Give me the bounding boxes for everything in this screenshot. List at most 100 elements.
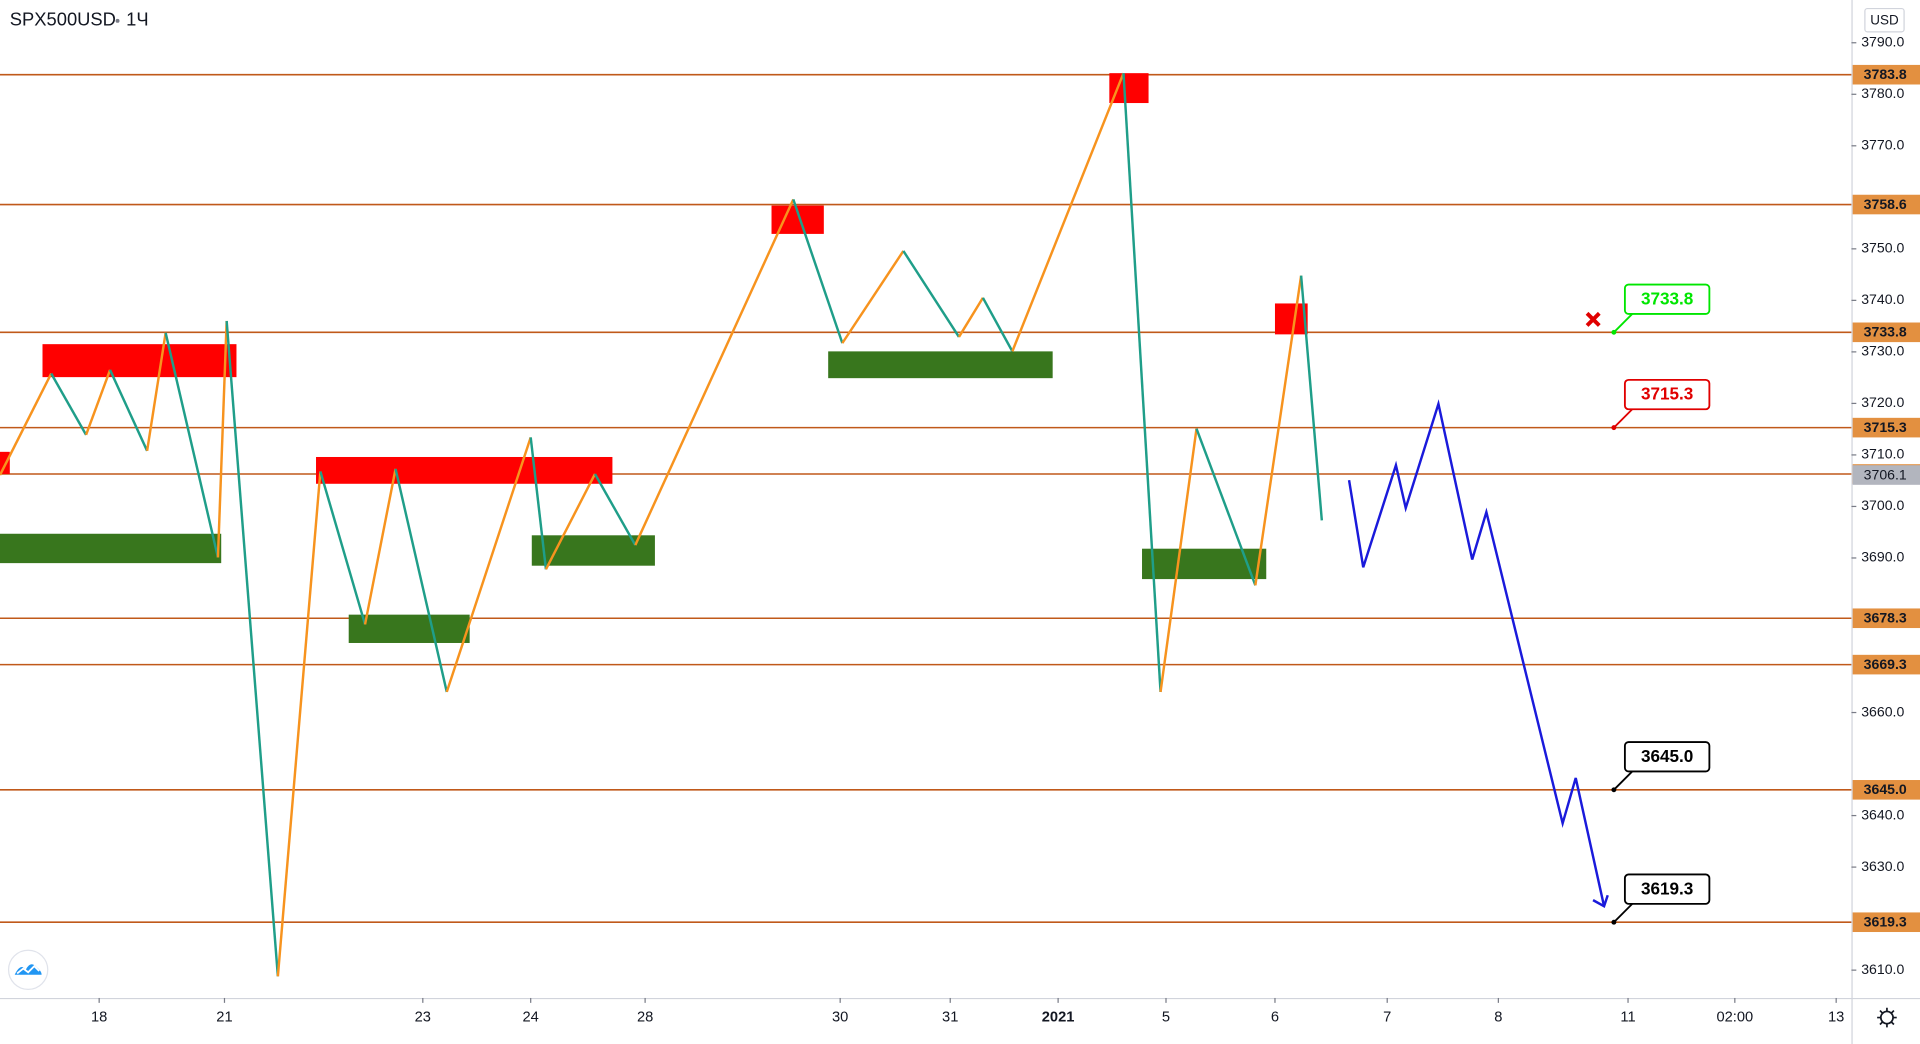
callout-anchor: [1611, 787, 1617, 793]
x-tick-label: 24: [523, 1009, 539, 1025]
x-tick-label: 18: [91, 1009, 107, 1025]
zigzag-leg: [276, 471, 322, 977]
x-tick-label: 11: [1620, 1009, 1635, 1025]
zigzag-leg: [1195, 428, 1257, 586]
zone: [0, 533, 222, 564]
x-tick-label: 02:00: [1716, 1009, 1753, 1025]
callout-box: [1623, 378, 1711, 411]
callout-anchor: [1611, 329, 1617, 335]
level-label-box: [1852, 64, 1920, 85]
zone: [1109, 73, 1149, 104]
separator-dot: [115, 18, 120, 23]
x-tick-label: 30: [832, 1009, 848, 1025]
plot-area: 3733.8 3715.3 3645.0 3619.3: [0, 72, 1852, 977]
level-label-box: [1852, 780, 1920, 800]
logo[interactable]: [7, 949, 49, 991]
zigzag-leg: [792, 198, 844, 344]
zigzag-leg: [1011, 72, 1125, 352]
x-tick-label: 2021: [1042, 1009, 1075, 1025]
y-tick-label: 3640.0: [1861, 806, 1904, 822]
settings-icon[interactable]: [1877, 1007, 1897, 1028]
logo-wave[interactable]: [16, 964, 40, 975]
level-label: 3783.8: [1864, 66, 1907, 82]
level-label: 3758.6: [1864, 196, 1907, 212]
y-tick-label: 3770.0: [1861, 137, 1904, 153]
interval: 1Ч: [126, 9, 148, 30]
zigzag-leg: [544, 473, 597, 570]
level-label-box: [1852, 417, 1920, 438]
symbol: SPX500USD: [10, 9, 116, 30]
y-tick-label: 3790.0: [1861, 33, 1904, 49]
zigzag-leg: [50, 372, 88, 436]
currency-box[interactable]: [1864, 7, 1905, 33]
cross-marker: [1585, 311, 1601, 327]
zigzag-leg: [225, 320, 280, 977]
last-price-label: 3706.1: [1864, 466, 1907, 482]
y-tick-label: 3730.0: [1861, 343, 1904, 359]
zigzag-leg: [902, 250, 960, 338]
level-label: 3715.3: [1864, 419, 1907, 435]
zigzag-leg: [1122, 73, 1162, 692]
projection-line: [1347, 399, 1606, 907]
currency[interactable]: USD: [1870, 12, 1899, 27]
header: SPX500USD 1Ч: [10, 9, 149, 30]
y-tick-label: 3720.0: [1861, 394, 1904, 410]
x-tick-label: 21: [216, 1009, 232, 1025]
callout-pointer: [1613, 903, 1633, 923]
callout-box: [1623, 283, 1711, 315]
zigzag-leg: [1254, 275, 1303, 586]
zone: [348, 614, 470, 643]
zigzag-leg: [1299, 275, 1324, 521]
level-label: 3678.3: [1864, 610, 1907, 626]
callout-pointer: [1613, 408, 1633, 429]
callout-box: [1623, 741, 1711, 773]
level-label: 3669.3: [1864, 656, 1907, 672]
zigzag-leg: [445, 437, 532, 693]
zigzag-leg: [145, 332, 167, 451]
level-label-box: [1852, 608, 1920, 629]
zone: [316, 456, 613, 484]
zigzag-leg: [957, 297, 984, 338]
zigzag-leg: [634, 198, 795, 546]
y-tick-label: 3700.0: [1861, 497, 1904, 513]
y-tick-label: 3710.0: [1861, 446, 1904, 462]
y-tick-label: 3690.0: [1861, 549, 1904, 565]
zigzag-leg: [593, 473, 637, 546]
level-label-box: [1852, 194, 1920, 215]
y-tick-label: 3780.0: [1861, 85, 1904, 101]
callout-label: 3733.8: [1641, 288, 1693, 308]
level-label: 3619.3: [1864, 914, 1907, 930]
callout-label: 3619.3: [1641, 878, 1693, 898]
zone: [828, 351, 1053, 379]
zigzag-leg: [319, 471, 367, 625]
zone: [531, 535, 655, 566]
zone: [42, 344, 237, 378]
callout-anchor: [1611, 425, 1617, 431]
zigzag-leg: [0, 372, 53, 476]
y-tick-label: 3750.0: [1861, 240, 1904, 256]
level-label: 3645.0: [1864, 781, 1907, 797]
x-tick-label: 8: [1494, 1009, 1502, 1025]
level-label: 3733.8: [1864, 324, 1907, 340]
y-tick-label: 3660.0: [1861, 703, 1904, 719]
x-tick-label: 28: [637, 1009, 653, 1025]
zigzag-leg: [84, 369, 112, 436]
zigzag-leg: [394, 468, 448, 693]
zigzag-leg: [529, 437, 548, 570]
zigzag-leg: [1159, 428, 1198, 693]
callout-anchor: [1611, 919, 1617, 925]
callout-pointer: [1613, 313, 1633, 333]
zigzag-leg: [216, 320, 228, 558]
level-label-box: [1852, 654, 1920, 675]
zigzag-leg: [363, 468, 397, 625]
zone: [1274, 303, 1308, 335]
callout-label: 3645.0: [1641, 746, 1693, 766]
projection-arrowhead: [1592, 894, 1609, 909]
x-tick-label: 31: [942, 1009, 958, 1025]
zigzag-leg: [108, 369, 149, 452]
gear-teeth[interactable]: [1877, 1007, 1897, 1028]
x-tick-label: 5: [1162, 1009, 1170, 1025]
